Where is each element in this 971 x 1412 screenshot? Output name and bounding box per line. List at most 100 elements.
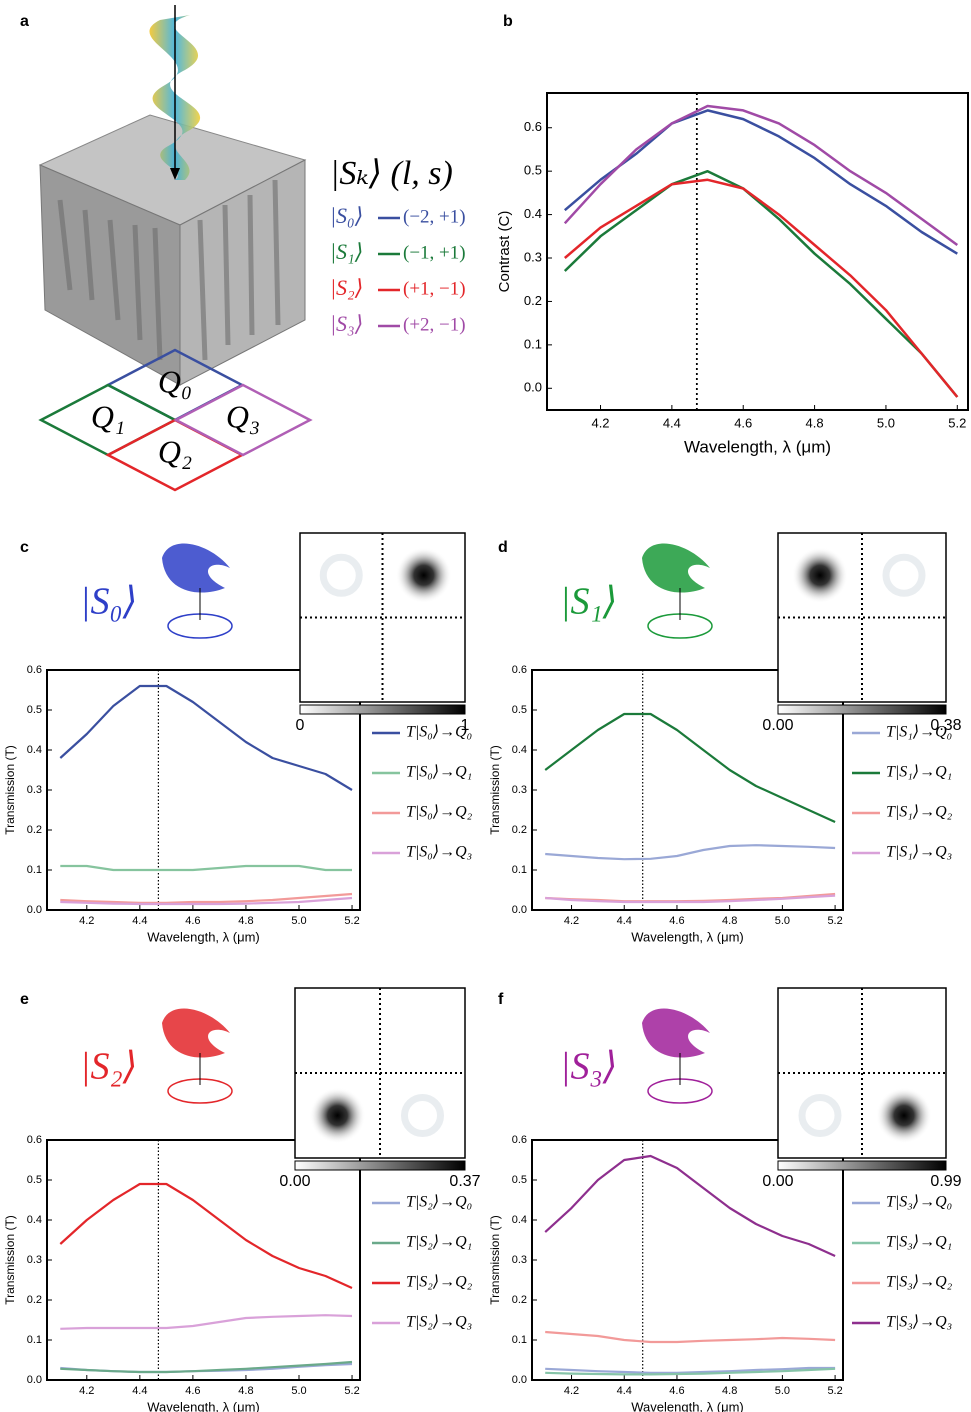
series-line [565,110,958,253]
state-label: |S₃⟩ [560,1046,617,1088]
panel-label: e [20,991,29,1008]
y-tick-label: 0.6 [512,1134,527,1146]
x-tick-label: 4.4 [663,415,681,430]
x-tick-label: 4.6 [185,915,200,927]
y-axis-label: Transmission (T) [488,1215,502,1305]
state-name: |S₃⟩ [330,311,363,336]
state-name: |S₂⟩ [330,275,363,300]
y-tick-label: 0.6 [524,119,542,134]
legend-title: |Sₖ⟩ (l, s) [330,155,453,192]
y-tick-label: 0.2 [512,824,527,836]
y-tick-label: 0.1 [512,1334,527,1346]
x-axis-label: Wavelength, λ (μm) [147,929,259,944]
x-axis-label: Wavelength, λ (μm) [631,1399,743,1412]
y-tick-label: 0.3 [524,249,542,264]
series-line [545,1156,835,1256]
y-axis-label: Transmission (T) [3,745,17,835]
series-line [545,845,835,859]
colorbar [300,705,465,714]
state-icon [162,544,230,593]
panel-label: a [20,13,29,30]
state-name: |S₁⟩ [330,239,363,264]
x-tick-label: 5.2 [948,415,966,430]
legend-label: T|S₃⟩→Q₁ [886,1234,952,1251]
inset-spot [310,1088,366,1144]
y-tick-label: 0.2 [27,1294,42,1306]
legend-label: T|S₃⟩→Q₂ [886,1274,953,1291]
y-tick-label: 0.5 [27,704,42,716]
legend-label: T|S₀⟩→Q₃ [406,844,472,861]
state-icon [162,1009,230,1058]
panel-label: b [503,13,513,30]
legend-label: T|S₃⟩→Q₀ [886,1194,952,1211]
y-tick-label: 0.5 [512,1174,527,1186]
colorbar-label: 0.37 [449,1173,480,1190]
y-tick-label: 0.3 [512,1254,527,1266]
inset-spot [792,547,848,603]
state-modes: (−2, +1) [403,206,466,227]
y-tick-label: 0.3 [27,784,42,796]
legend-label: T|S₁⟩→Q₃ [886,844,952,861]
y-tick-label: 0.3 [27,1254,42,1266]
x-axis-label: Wavelength, λ (μm) [631,929,743,944]
series-line [60,1184,352,1288]
x-tick-label: 4.6 [669,1385,684,1397]
y-axis-label: Contrast (C) [496,211,513,293]
x-axis-label: Wavelength, λ (μm) [147,1399,259,1412]
y-tick-label: 0.6 [27,664,42,676]
x-tick-label: 4.2 [79,1385,94,1397]
legend-label: T|S₂⟩→Q₀ [406,1194,472,1211]
y-tick-label: 0.6 [27,1134,42,1146]
x-tick-label: 4.6 [185,1385,200,1397]
legend-label: T|S₂⟩→Q₃ [406,1314,472,1331]
y-tick-label: 0.0 [512,1374,527,1386]
x-tick-label: 5.0 [775,915,790,927]
y-tick-label: 0.1 [524,336,542,351]
y-tick-label: 0.6 [512,664,527,676]
y-axis-label: Transmission (T) [3,1215,17,1305]
y-tick-label: 0.1 [512,864,527,876]
colorbar-label: 0.38 [930,717,961,734]
legend-label: T|S₃⟩→Q₃ [886,1314,952,1331]
state-modes: (−1, +1) [403,242,466,263]
y-tick-label: 0.2 [512,1294,527,1306]
y-tick-label: 0.4 [27,744,42,756]
y-tick-label: 0.4 [512,744,527,756]
cube-illustration [40,5,305,385]
x-tick-label: 4.2 [564,1385,579,1397]
colorbar [778,705,946,714]
output-label: Q₁ [91,398,125,434]
colorbar-label: 0.00 [279,1173,310,1190]
series-line [565,171,958,397]
series-line [565,180,958,397]
y-tick-label: 0.4 [524,206,542,221]
x-tick-label: 5.2 [344,1385,359,1397]
y-tick-label: 0.5 [512,704,527,716]
plot-frame [547,93,968,410]
panel-label: c [20,539,29,556]
x-tick-label: 5.0 [291,915,306,927]
state-label: |S₀⟩ [80,581,137,623]
x-tick-label: 5.0 [775,1385,790,1397]
x-tick-label: 4.4 [617,915,632,927]
inset-spot [396,547,452,603]
output-label: Q₀ [158,363,192,399]
x-tick-label: 5.0 [877,415,895,430]
x-tick-label: 4.8 [722,1385,737,1397]
plot-frame [47,1140,360,1380]
y-tick-label: 0.4 [512,1214,527,1226]
panel-label: d [498,539,508,556]
x-tick-label: 4.6 [669,915,684,927]
legend-label: T|S₀⟩→Q₁ [406,764,472,781]
x-tick-label: 4.4 [132,1385,147,1397]
x-axis-label: Wavelength, λ (μm) [684,437,831,456]
x-tick-label: 4.2 [564,915,579,927]
x-tick-label: 4.8 [806,415,824,430]
state-modes: (+1, −1) [403,278,466,299]
x-tick-label: 5.2 [827,1385,842,1397]
state-label: |S₁⟩ [560,581,617,623]
x-tick-label: 4.4 [617,1385,632,1397]
colorbar [295,1161,465,1170]
x-tick-label: 4.8 [238,915,253,927]
x-tick-label: 5.2 [827,915,842,927]
